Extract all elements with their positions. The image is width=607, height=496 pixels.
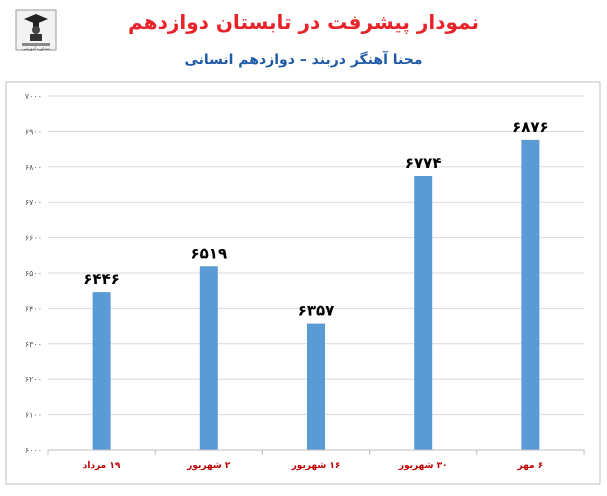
y-tick-label: ۶۱۰۰ xyxy=(25,411,42,420)
bar-chart: ۶۰۰۰ ۶۱۰۰ ۶۲۰۰ ۶۳۰۰ ۶۴۰۰ ۶۵۰۰ ۶۶۰۰ ۶۷۰۰ ۶۸۰۰ ۶۹۰۰… xyxy=(5,81,601,485)
category-label: ۶ مهر xyxy=(517,461,544,471)
logo-text: مشاوره آموزشی xyxy=(22,46,50,51)
y-tick-label: ۷۰۰۰ xyxy=(25,92,42,101)
y-tick-label: ۶۸۰۰ xyxy=(25,163,42,172)
chart-subtitle: محنا آهنگر دربند – دوازدهم انسانی xyxy=(184,52,423,68)
bar xyxy=(307,323,325,450)
category-label: ۲ شهریور xyxy=(186,461,231,471)
y-tick-label: ۶۵۰۰ xyxy=(25,269,42,278)
y-tick-label: ۶۶۰۰ xyxy=(25,234,42,243)
graduate-logo-icon: مشاوره آموزشی xyxy=(15,9,57,51)
bar xyxy=(199,266,218,450)
y-tick-label: ۶۳۰۰ xyxy=(25,340,42,349)
category-label: ۱۹ مرداد xyxy=(83,461,121,471)
category-label: ۱۶ شهریور xyxy=(291,461,341,471)
bar xyxy=(92,292,111,450)
bar xyxy=(521,139,540,450)
y-tick-label: ۶۰۰۰ xyxy=(25,446,42,455)
data-label: ۶۳۵۷ xyxy=(298,302,335,320)
category-label: ۳۰ شهریور xyxy=(398,461,448,471)
data-label: ۶۷۷۴ xyxy=(405,154,442,172)
y-axis: ۶۰۰۰ ۶۱۰۰ ۶۲۰۰ ۶۳۰۰ ۶۴۰۰ ۶۵۰۰ ۶۶۰۰ ۶۷۰۰ ۶۸۰۰ ۶۹۰۰… xyxy=(25,92,42,455)
x-axis: ۱۹ مرداد ۲ شهریور ۱۶ شهریور ۳۰ شهریور ۶ مهر xyxy=(47,449,585,471)
bars: ۶۴۴۶ ۶۵۱۹ ۶۳۵۷ ۶۷۷۴ ۶۸۷۶ xyxy=(83,118,549,450)
chart-title: نمودار پیشرفت در تابستان دوازدهم xyxy=(128,10,479,34)
y-tick-label: ۶۹۰۰ xyxy=(25,127,42,136)
y-tick-label: ۶۲۰۰ xyxy=(25,375,42,384)
bar xyxy=(414,176,433,450)
data-label: ۶۵۱۹ xyxy=(190,244,227,262)
y-tick-label: ۶۴۰۰ xyxy=(25,304,42,313)
data-label: ۶۸۷۶ xyxy=(512,118,549,136)
data-label: ۶۴۴۶ xyxy=(83,270,120,288)
y-tick-label: ۶۷۰۰ xyxy=(25,198,42,207)
